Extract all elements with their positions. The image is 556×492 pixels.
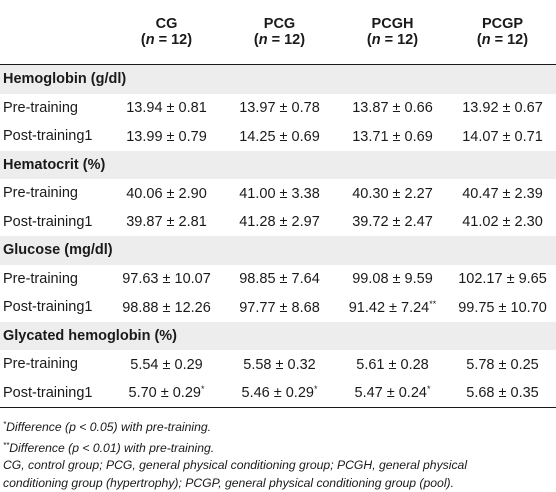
row-label: Post-training1 (0, 122, 110, 151)
n-value: = 12 (272, 32, 301, 48)
col-size-pcgp: (n = 12) (449, 32, 556, 65)
n-symbol: n (259, 32, 268, 48)
row-label: Post-training1 (0, 293, 110, 322)
section-row-hematocrit: Hematocrit (%) (0, 151, 556, 180)
table-cell: 97.63 ± 10.07 (110, 265, 223, 294)
table-row: Post-training1 39.87 ± 2.81 41.28 ± 2.97… (0, 208, 556, 237)
table-cell: 41.28 ± 2.97 (223, 208, 336, 237)
table-cell: 5.68 ± 0.35 (449, 379, 556, 408)
table-cell: 13.97 ± 0.78 (223, 94, 336, 123)
table-cell: 5.46 ± 0.29* (223, 379, 336, 408)
col-size-pcgh: (n = 12) (336, 32, 449, 65)
n-value: = 12 (495, 32, 524, 48)
footnote-significance-001: **Difference (p < 0.01) with pre-trainin… (3, 437, 556, 458)
col-size-pcg: (n = 12) (223, 32, 336, 65)
table-body: Hemoglobin (g/dl) Pre-training 13.94 ± 0… (0, 65, 556, 408)
footnote-abbreviations-line1: CG, control group; PCG, general physical… (3, 457, 556, 475)
table-cell: 102.17 ± 9.65 (449, 265, 556, 294)
table-cell: 97.77 ± 8.68 (223, 293, 336, 322)
table-cell: 98.85 ± 7.64 (223, 265, 336, 294)
table-header: CG PCG PCGH PCGP (n = 12) (n = 12) (n = … (0, 0, 556, 65)
table-cell: 91.42 ± 7.24** (336, 293, 449, 322)
n-value: = 12 (159, 32, 188, 48)
table-cell: 5.58 ± 0.32 (223, 350, 336, 379)
table-cell: 40.30 ± 2.27 (336, 179, 449, 208)
section-row-glucose: Glucose (mg/dl) (0, 236, 556, 265)
table-footnotes: *Difference (p < 0.05) with pre-training… (0, 416, 556, 492)
table-row: Post-training1 98.88 ± 12.26 97.77 ± 8.6… (0, 293, 556, 322)
table-cell: 40.06 ± 2.90 (110, 179, 223, 208)
footnote-abbreviations-line2: conditioning group (hypertrophy); PCGP, … (3, 475, 556, 492)
row-label: Pre-training (0, 350, 110, 379)
table-cell: 41.02 ± 2.30 (449, 208, 556, 237)
table-cell: 5.54 ± 0.29 (110, 350, 223, 379)
table-cell: 98.88 ± 12.26 (110, 293, 223, 322)
col-header-pcgp: PCGP (449, 0, 556, 32)
table-cell: 5.61 ± 0.28 (336, 350, 449, 379)
table-cell: 99.75 ± 10.70 (449, 293, 556, 322)
footnote-text: Difference (p < 0.01) with pre-training. (9, 441, 214, 455)
section-row-hemoglobin: Hemoglobin (g/dl) (0, 65, 556, 94)
footnote-text: Difference (p < 0.05) with pre-training. (6, 420, 211, 434)
table-row: Pre-training 40.06 ± 2.90 41.00 ± 3.38 4… (0, 179, 556, 208)
table-cell: 5.47 ± 0.24* (336, 379, 449, 408)
row-label: Pre-training (0, 265, 110, 294)
header-row-groups: CG PCG PCGH PCGP (0, 0, 556, 32)
row-label: Pre-training (0, 94, 110, 123)
n-value: = 12 (385, 32, 414, 48)
row-label: Post-training1 (0, 379, 110, 408)
section-title: Hematocrit (%) (0, 151, 556, 180)
header-empty-cell (0, 0, 110, 32)
results-table: CG PCG PCGH PCGP (n = 12) (n = 12) (n = … (0, 0, 556, 408)
table-cell: 41.00 ± 3.38 (223, 179, 336, 208)
section-title: Glycated hemoglobin (%) (0, 322, 556, 351)
n-symbol: n (372, 32, 381, 48)
header-row-sizes: (n = 12) (n = 12) (n = 12) (n = 12) (0, 32, 556, 65)
table-cell: 13.87 ± 0.66 (336, 94, 449, 123)
table-cell: 13.99 ± 0.79 (110, 122, 223, 151)
footnote-significance-005: *Difference (p < 0.05) with pre-training… (3, 416, 556, 437)
table-row: Pre-training 13.94 ± 0.81 13.97 ± 0.78 1… (0, 94, 556, 123)
col-size-cg: (n = 12) (110, 32, 223, 65)
col-header-pcg: PCG (223, 0, 336, 32)
col-header-pcgh: PCGH (336, 0, 449, 32)
table-cell: 40.47 ± 2.39 (449, 179, 556, 208)
row-label: Post-training1 (0, 208, 110, 237)
n-symbol: n (482, 32, 491, 48)
table-cell: 99.08 ± 9.59 (336, 265, 449, 294)
section-title: Glucose (mg/dl) (0, 236, 556, 265)
table-cell: 5.78 ± 0.25 (449, 350, 556, 379)
row-label: Pre-training (0, 179, 110, 208)
table-row: Post-training1 13.99 ± 0.79 14.25 ± 0.69… (0, 122, 556, 151)
table-cell: 5.70 ± 0.29* (110, 379, 223, 408)
table-cell: 13.94 ± 0.81 (110, 94, 223, 123)
header-empty-cell (0, 32, 110, 65)
section-row-glycated-hemoglobin: Glycated hemoglobin (%) (0, 322, 556, 351)
table-cell: 13.92 ± 0.67 (449, 94, 556, 123)
table-cell: 39.72 ± 2.47 (336, 208, 449, 237)
table-row: Post-training1 5.70 ± 0.29* 5.46 ± 0.29*… (0, 379, 556, 408)
table-row: Pre-training 5.54 ± 0.29 5.58 ± 0.32 5.6… (0, 350, 556, 379)
section-title: Hemoglobin (g/dl) (0, 65, 556, 94)
col-header-cg: CG (110, 0, 223, 32)
table-cell: 14.25 ± 0.69 (223, 122, 336, 151)
table-cell: 14.07 ± 0.71 (449, 122, 556, 151)
table-cell: 13.71 ± 0.69 (336, 122, 449, 151)
n-symbol: n (146, 32, 155, 48)
table-row: Pre-training 97.63 ± 10.07 98.85 ± 7.64 … (0, 265, 556, 294)
table-cell: 39.87 ± 2.81 (110, 208, 223, 237)
